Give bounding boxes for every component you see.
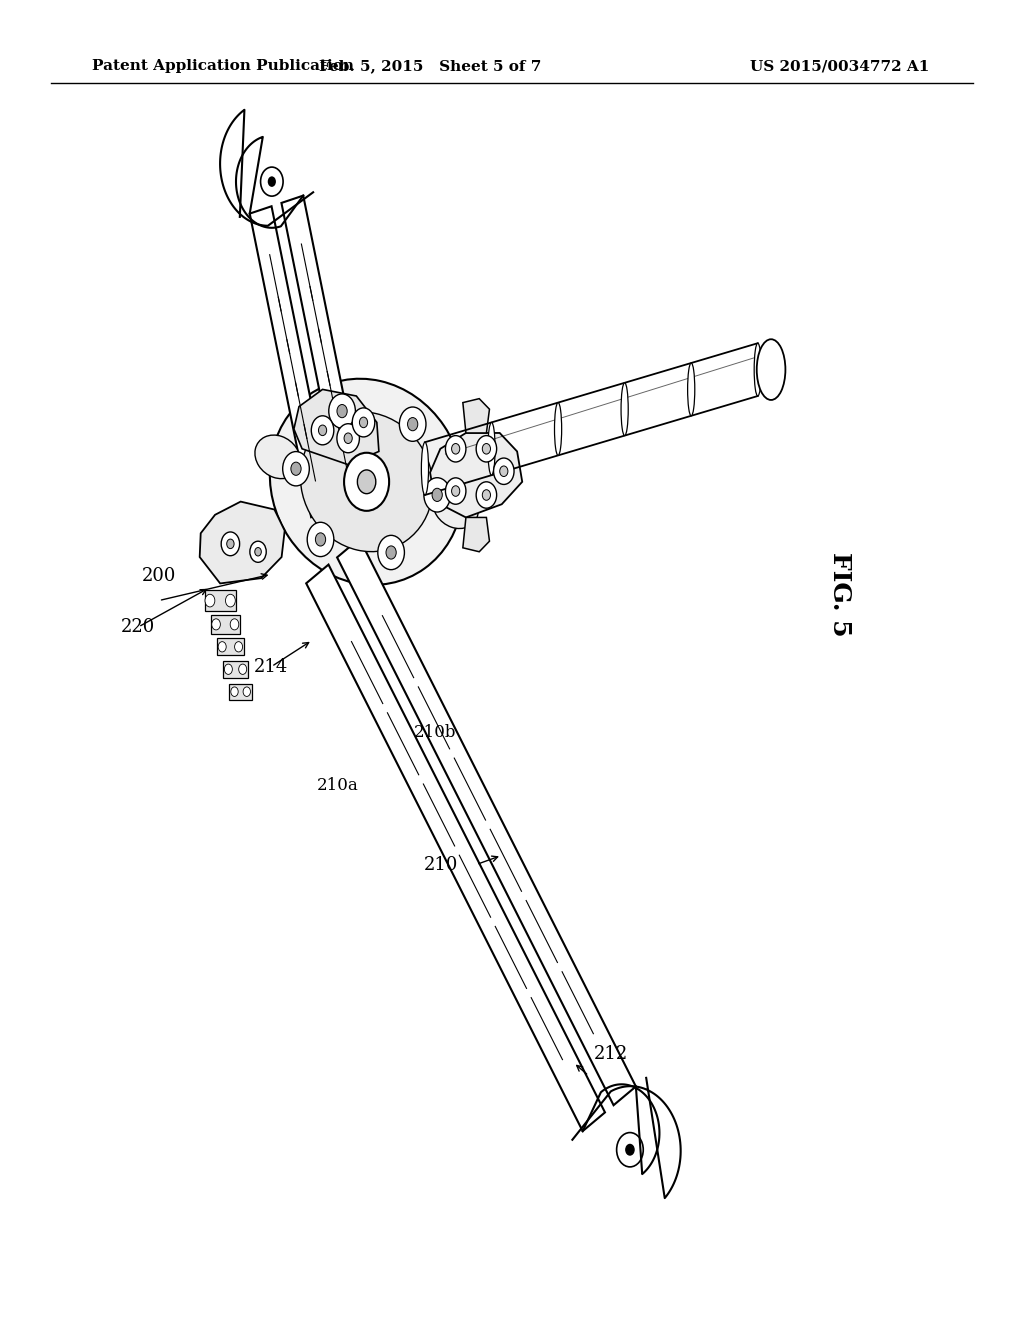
Circle shape (494, 458, 514, 484)
Text: 210: 210 (423, 855, 458, 874)
Circle shape (225, 594, 236, 607)
Circle shape (337, 424, 359, 453)
Polygon shape (217, 639, 244, 655)
Circle shape (482, 490, 490, 500)
Circle shape (399, 407, 426, 441)
Circle shape (445, 436, 466, 462)
Polygon shape (337, 539, 636, 1105)
Polygon shape (463, 399, 489, 433)
Text: Feb. 5, 2015   Sheet 5 of 7: Feb. 5, 2015 Sheet 5 of 7 (318, 59, 542, 74)
Circle shape (250, 541, 266, 562)
Polygon shape (200, 502, 285, 583)
Polygon shape (223, 660, 248, 678)
Circle shape (357, 470, 376, 494)
Circle shape (255, 548, 261, 556)
Circle shape (205, 594, 215, 607)
Circle shape (476, 482, 497, 508)
Circle shape (352, 408, 375, 437)
Polygon shape (211, 615, 240, 634)
Text: US 2015/0034772 A1: US 2015/0034772 A1 (750, 59, 930, 74)
Circle shape (224, 664, 232, 675)
Circle shape (337, 404, 347, 417)
Circle shape (307, 523, 334, 557)
Circle shape (221, 532, 240, 556)
Circle shape (378, 536, 404, 570)
Text: 220: 220 (121, 618, 156, 636)
Circle shape (234, 642, 243, 652)
Ellipse shape (269, 379, 464, 585)
Circle shape (452, 486, 460, 496)
Circle shape (626, 1144, 634, 1155)
Polygon shape (430, 433, 522, 517)
Text: FIG. 5: FIG. 5 (827, 552, 852, 636)
Circle shape (445, 478, 466, 504)
Polygon shape (250, 206, 333, 517)
Circle shape (408, 417, 418, 430)
Polygon shape (229, 684, 252, 700)
Ellipse shape (255, 436, 300, 479)
Circle shape (311, 416, 334, 445)
Ellipse shape (621, 383, 628, 436)
Ellipse shape (422, 442, 428, 495)
Circle shape (476, 436, 497, 462)
Circle shape (315, 533, 326, 546)
Circle shape (230, 619, 239, 630)
Ellipse shape (757, 339, 785, 400)
Circle shape (424, 478, 451, 512)
Ellipse shape (300, 412, 433, 552)
Circle shape (452, 444, 460, 454)
Circle shape (212, 619, 220, 630)
Text: 210a: 210a (317, 777, 358, 793)
Polygon shape (282, 195, 365, 507)
Circle shape (344, 453, 389, 511)
Ellipse shape (433, 484, 478, 528)
Polygon shape (294, 389, 379, 465)
Text: 214: 214 (254, 657, 289, 676)
Circle shape (226, 539, 234, 549)
Circle shape (432, 488, 442, 502)
Circle shape (482, 444, 490, 454)
Circle shape (230, 686, 239, 697)
Circle shape (218, 642, 226, 652)
Polygon shape (306, 565, 605, 1131)
Circle shape (267, 177, 275, 187)
Ellipse shape (555, 403, 561, 455)
Polygon shape (205, 590, 236, 611)
Text: 210b: 210b (414, 725, 457, 741)
Circle shape (500, 466, 508, 477)
Text: Patent Application Publication: Patent Application Publication (92, 59, 354, 74)
Text: 200: 200 (141, 566, 176, 585)
Circle shape (243, 686, 251, 697)
Circle shape (239, 664, 247, 675)
Polygon shape (463, 517, 489, 552)
Circle shape (386, 546, 396, 560)
Ellipse shape (688, 363, 694, 416)
Circle shape (329, 393, 355, 428)
Text: 212: 212 (594, 1044, 628, 1063)
Circle shape (344, 433, 352, 444)
Circle shape (359, 417, 368, 428)
Circle shape (291, 462, 301, 475)
Circle shape (283, 451, 309, 486)
Ellipse shape (754, 343, 761, 396)
Circle shape (318, 425, 327, 436)
Ellipse shape (487, 422, 496, 475)
